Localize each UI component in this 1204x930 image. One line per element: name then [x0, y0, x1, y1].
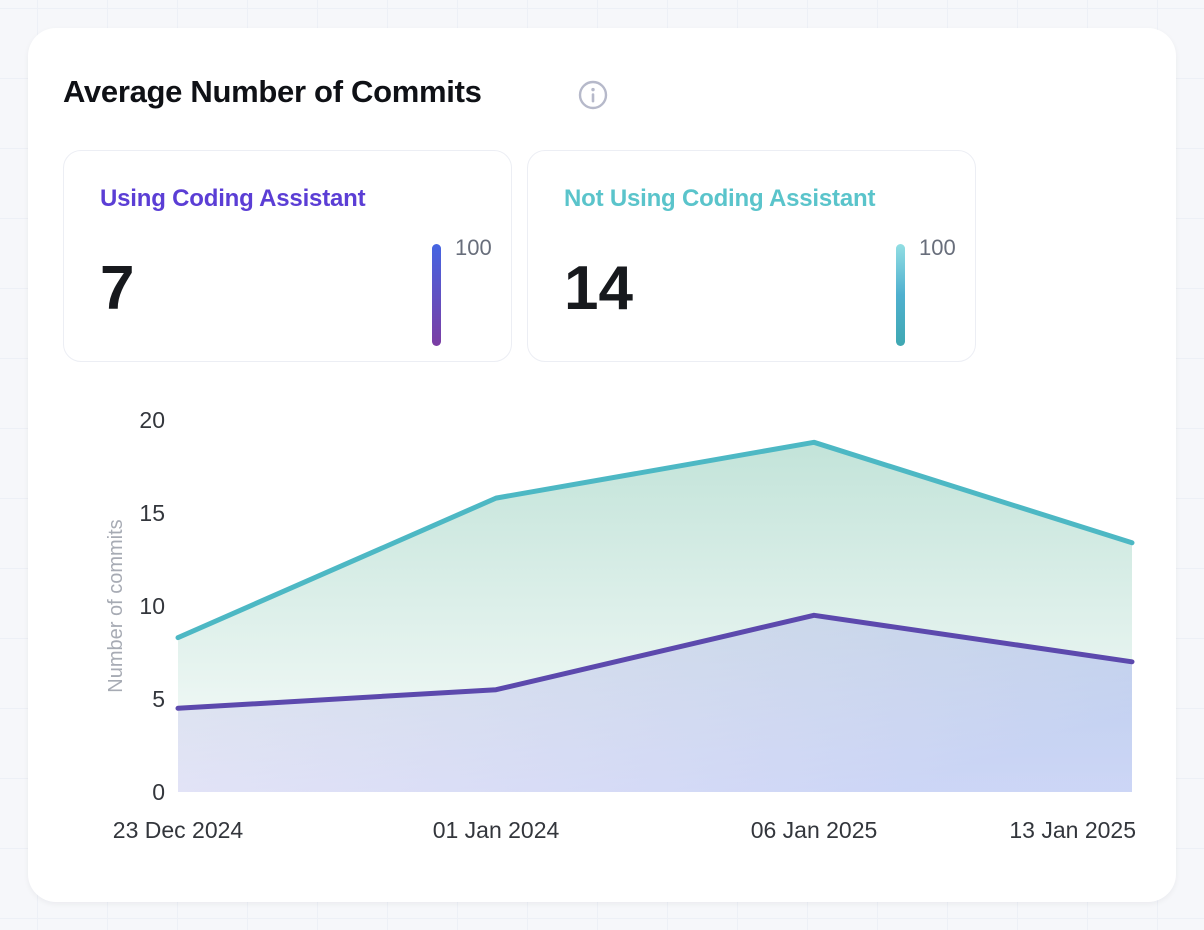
y-axis-tick: 0	[152, 779, 165, 805]
info-icon[interactable]	[578, 80, 608, 110]
average-commits-card: Average Number of Commits Using Coding A…	[28, 28, 1176, 902]
commits-chart[interactable]: 0 5 10 15 20 23 Dec 2024 01 Jan 2024 06 Jan 202…	[28, 390, 1176, 860]
y-axis-tick: 15	[139, 500, 165, 526]
stat-card-using-assistant: Using Coding Assistant 7 100	[63, 150, 512, 362]
y-axis-tick: 10	[139, 593, 165, 619]
y-axis-tick: 5	[152, 686, 165, 712]
stat-label: Using Coding Assistant	[100, 185, 366, 212]
x-axis-label: 13 Jan 2025	[1009, 817, 1136, 843]
stat-scale-bar	[896, 244, 905, 346]
stat-scale-max: 100	[919, 235, 956, 260]
stat-value: 7	[100, 254, 135, 323]
y-axis-title: Number of commits	[105, 519, 127, 692]
stat-scale-bar	[432, 244, 441, 346]
stat-card-not-using-assistant: Not Using Coding Assistant 14 100	[527, 150, 976, 362]
stat-value: 14	[564, 254, 633, 323]
series-area-1	[178, 615, 1132, 792]
x-axis-label: 01 Jan 2024	[433, 817, 560, 843]
stat-label: Not Using Coding Assistant	[564, 185, 876, 212]
commits-area-chart[interactable]: 0 5 10 15 20 23 Dec 2024 01 Jan 2024 06 Jan 202…	[28, 390, 1176, 860]
page-title: Average Number of Commits	[63, 74, 482, 109]
x-axis-label: 23 Dec 2024	[113, 817, 244, 843]
stat-scale-max: 100	[455, 235, 492, 260]
series-line-1	[175, 612, 1135, 711]
y-axis-tick: 20	[139, 407, 165, 433]
x-axis-label: 06 Jan 2025	[751, 817, 878, 843]
series-line-0	[175, 439, 1135, 641]
